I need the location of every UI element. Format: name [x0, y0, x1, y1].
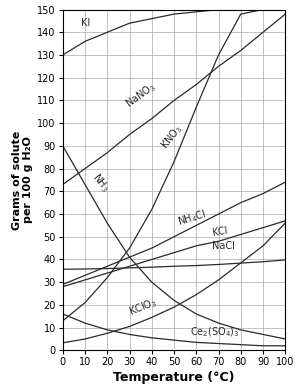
X-axis label: Temperature (°C): Temperature (°C): [113, 371, 235, 385]
Text: Ce$_2$(SO$_4$)$_3$: Ce$_2$(SO$_4$)$_3$: [190, 325, 239, 339]
Text: KNO$_3$: KNO$_3$: [158, 122, 186, 152]
Text: NaNO$_3$: NaNO$_3$: [123, 80, 158, 112]
Text: NaCl: NaCl: [212, 241, 235, 251]
Text: KClO$_3$: KClO$_3$: [127, 295, 160, 319]
Text: NH$_3$: NH$_3$: [89, 170, 113, 194]
Text: NH$_4$Cl: NH$_4$Cl: [176, 207, 208, 229]
Text: KI: KI: [81, 18, 90, 28]
Text: KCl: KCl: [212, 226, 229, 238]
Y-axis label: Grams of solute
per 100 g H₂O: Grams of solute per 100 g H₂O: [12, 130, 33, 230]
